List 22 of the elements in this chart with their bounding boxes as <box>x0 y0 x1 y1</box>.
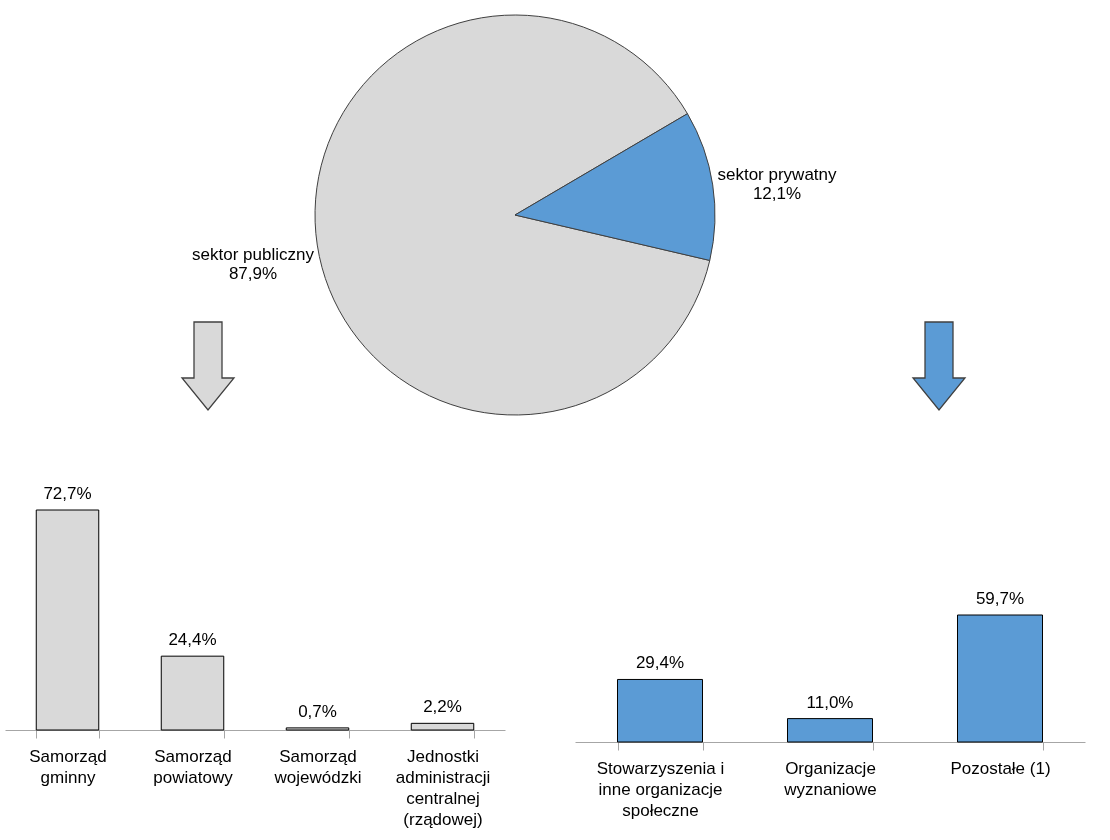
data-label: 29,4% <box>635 653 685 673</box>
slice-label: sektor publiczny <box>192 244 315 264</box>
x-tick-label: Jednostki administracji centralnej (rządowej) <box>395 746 491 829</box>
bar <box>160 655 225 731</box>
data-label: 12,1% <box>752 184 802 204</box>
data-label: 0,7% <box>298 701 337 721</box>
bar <box>285 727 350 731</box>
x-tick-label: Pozostałe (1) <box>950 758 1051 778</box>
slice-label: sektor prywatny <box>717 165 838 185</box>
data-label: 24,4% <box>168 630 217 650</box>
x-tick-label: Stowarzyszenia i inne organizacje społeczne <box>596 758 725 820</box>
data-label: 11,0% <box>806 692 854 712</box>
x-tick-label: Samorząd gminny <box>29 746 107 787</box>
data-label: 59,7% <box>975 589 1025 608</box>
x-tick-label: Samorząd wojewódzki <box>273 746 362 787</box>
x-tick-label: Organizacje wyznaniowe <box>783 758 877 799</box>
bar <box>35 509 100 731</box>
bar <box>410 722 475 731</box>
x-tick-label: Samorząd powiatowy <box>153 746 234 787</box>
data-label: 72,7% <box>43 484 92 503</box>
data-label: 87,9% <box>228 263 278 283</box>
data-label: 2,2% <box>423 697 462 717</box>
